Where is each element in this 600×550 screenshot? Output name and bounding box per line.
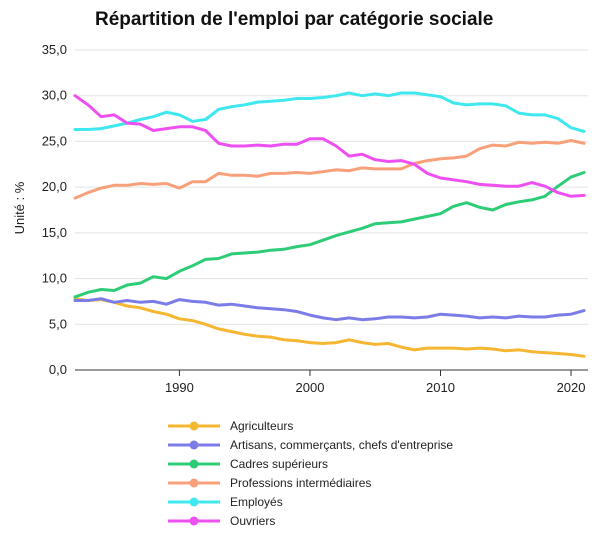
y-tick-label: 5,0 bbox=[49, 316, 67, 331]
series-line-1 bbox=[73, 297, 586, 358]
y-axis-label: Unité : % bbox=[12, 181, 27, 234]
y-tick-label: 20,0 bbox=[42, 179, 67, 194]
y-tick-label: 35,0 bbox=[42, 42, 67, 57]
legend-marker bbox=[189, 459, 199, 469]
legend-item: Professions intermédiaires bbox=[168, 476, 371, 490]
legend: Agriculteurs Artisans, commerçants, chefs… bbox=[168, 419, 453, 528]
y-tick-label: 30,0 bbox=[42, 88, 67, 103]
y-tick-label: 25,0 bbox=[42, 133, 67, 148]
x-tick-label: 2010 bbox=[426, 380, 455, 395]
series-group bbox=[73, 91, 586, 358]
x-tick-label: 2000 bbox=[296, 380, 325, 395]
legend-item: Artisans, commerçants, chefs d'entrepris… bbox=[168, 438, 453, 452]
legend-marker bbox=[189, 440, 199, 450]
x-tick-label: 2020 bbox=[557, 380, 586, 395]
chart-title: Répartition de l'emploi par catégorie so… bbox=[95, 9, 493, 30]
legend-item: Cadres supérieurs bbox=[168, 457, 328, 471]
x-axis: 1990 2000 2010 2020 bbox=[75, 369, 588, 395]
legend-marker bbox=[189, 516, 199, 526]
legend-label: Employés bbox=[230, 495, 283, 509]
legend-marker bbox=[189, 478, 199, 488]
x-tick-label: 1990 bbox=[165, 380, 194, 395]
legend-marker bbox=[189, 421, 199, 431]
grid-lines bbox=[75, 49, 588, 371]
y-axis-ticks: 0,0 5,0 10,0 15,0 20,0 25,0 30,0 35,0 bbox=[42, 42, 67, 377]
legend-marker bbox=[189, 497, 199, 507]
legend-item: Agriculteurs bbox=[168, 419, 293, 433]
legend-label: Cadres supérieurs bbox=[230, 457, 328, 471]
y-tick-label: 10,0 bbox=[42, 271, 67, 286]
series-line-4 bbox=[73, 139, 586, 200]
legend-item: Employés bbox=[168, 495, 283, 509]
y-tick-label: 0,0 bbox=[49, 362, 67, 377]
series-line-2 bbox=[73, 297, 586, 322]
legend-label: Agriculteurs bbox=[230, 419, 293, 433]
legend-label: Artisans, commerçants, chefs d'entrepris… bbox=[230, 438, 453, 452]
legend-item: Ouvriers bbox=[168, 514, 275, 528]
series-line-6 bbox=[73, 94, 586, 198]
y-tick-label: 15,0 bbox=[42, 225, 67, 240]
legend-label: Professions intermédiaires bbox=[230, 476, 371, 490]
series-line-3 bbox=[73, 171, 586, 299]
legend-label: Ouvriers bbox=[230, 514, 275, 528]
series-line-5 bbox=[73, 91, 586, 133]
